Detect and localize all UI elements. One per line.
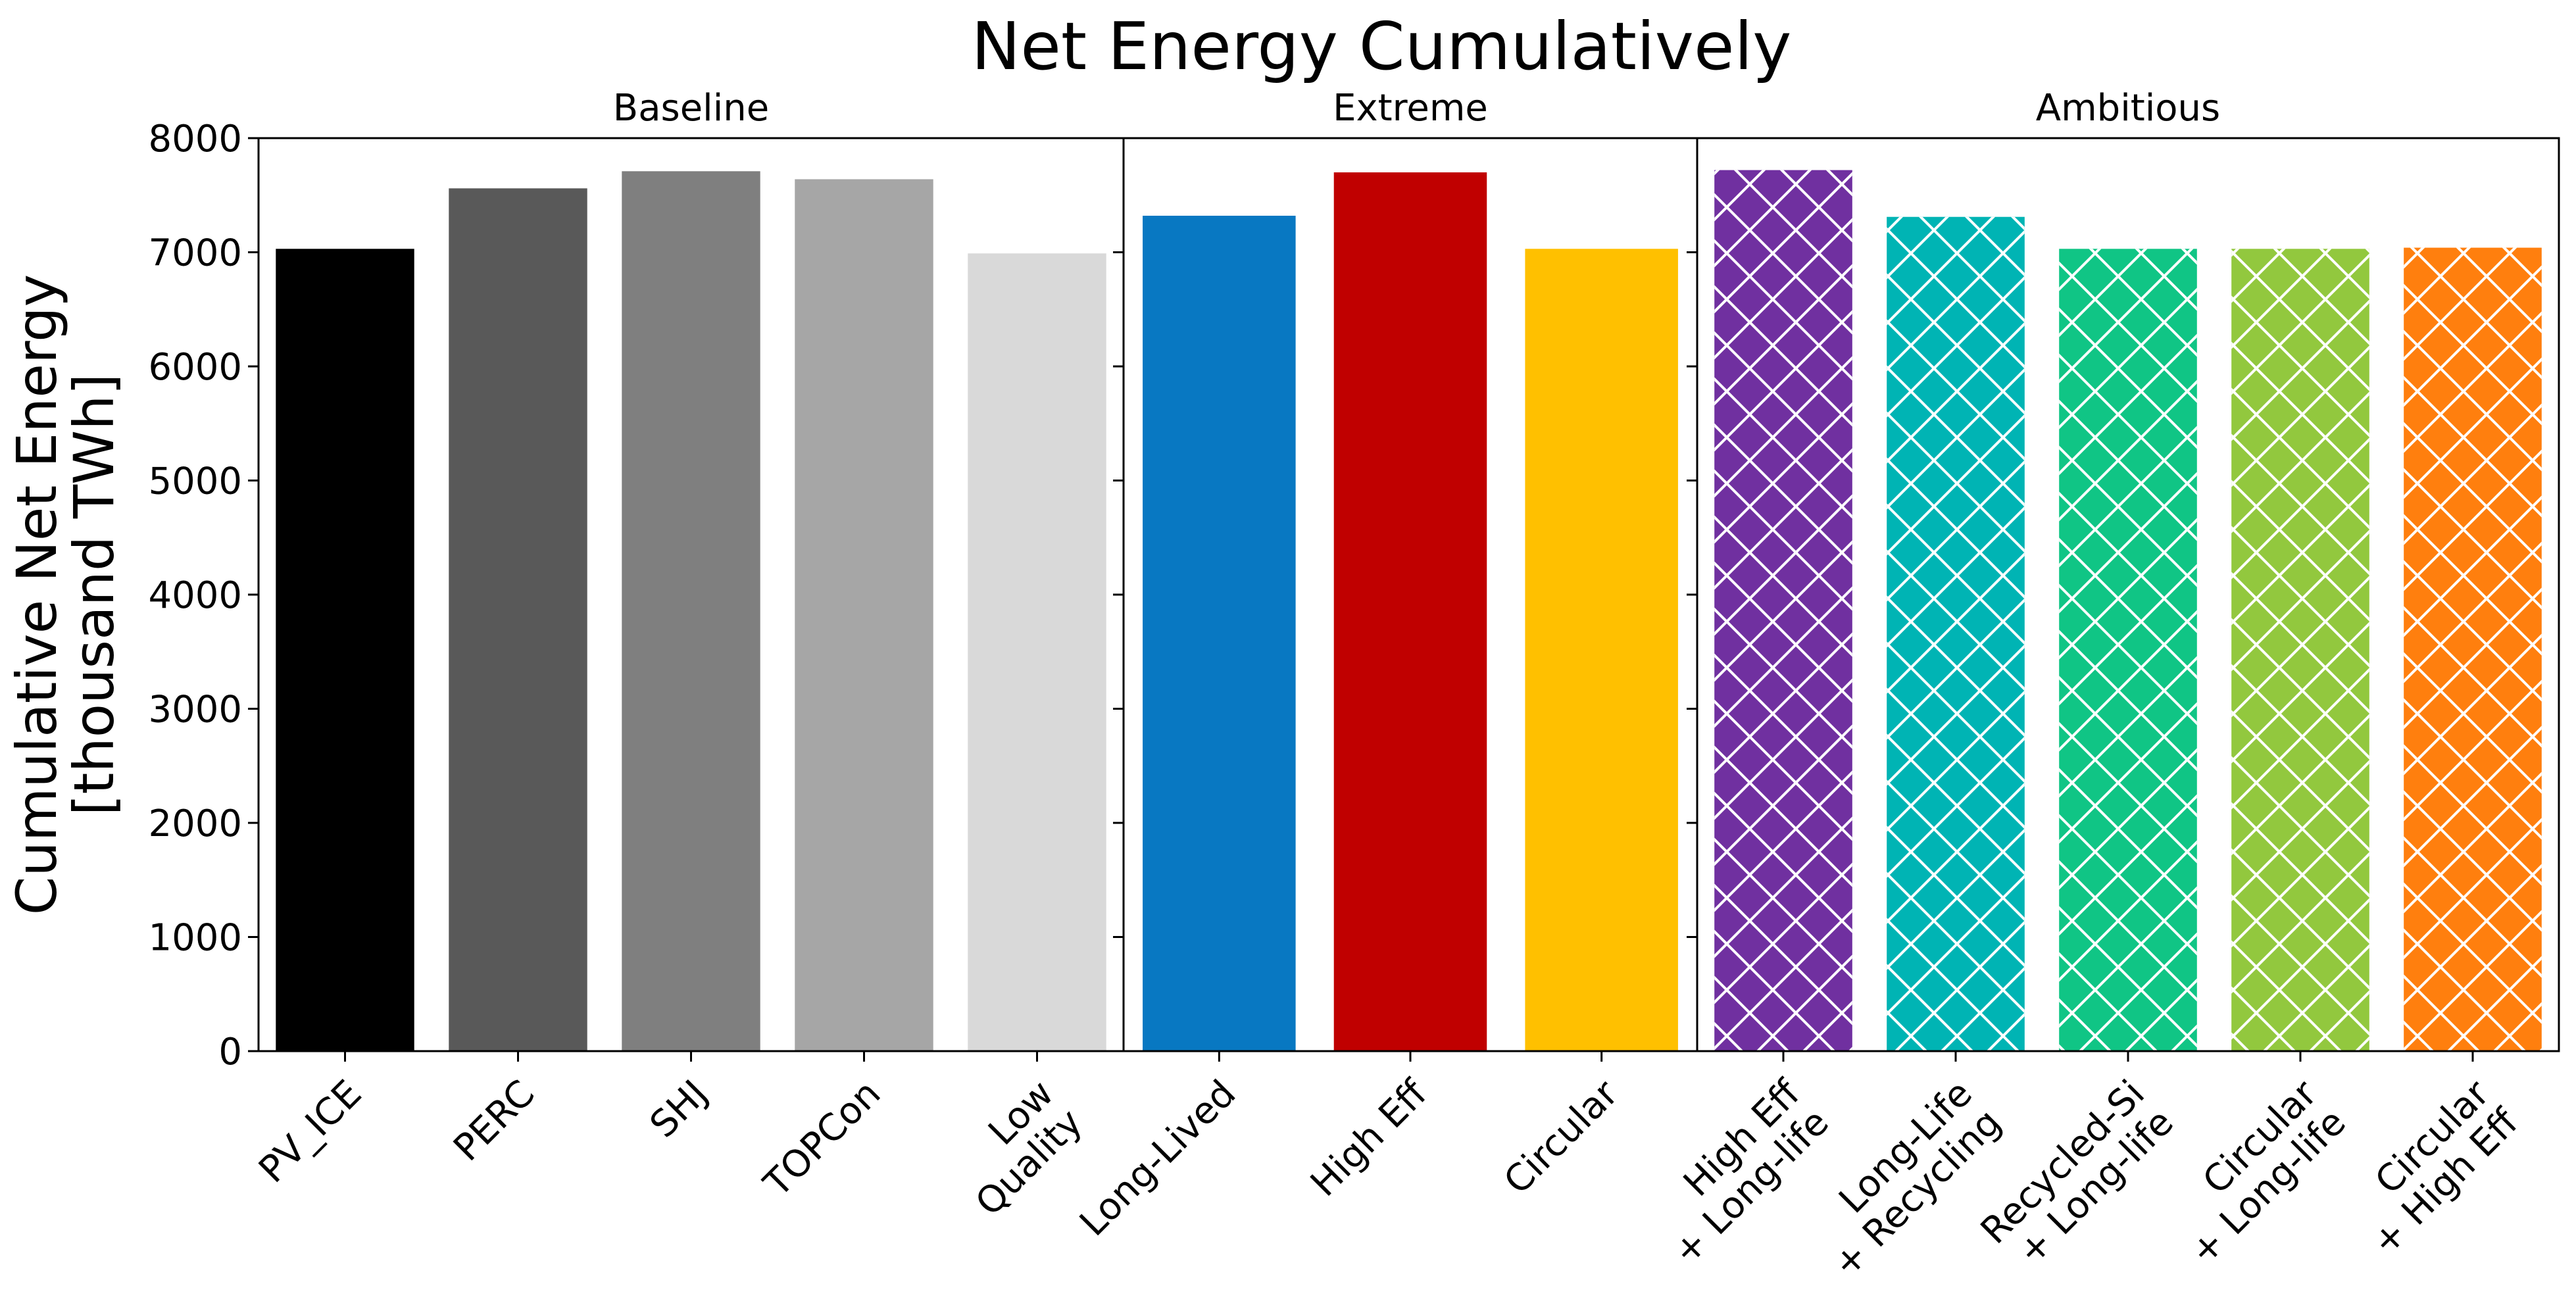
y-axis-label-line: Cumulative Net Energy (5, 274, 69, 915)
bar-hatch (2404, 247, 2542, 1051)
panel-title: Extreme (1333, 87, 1488, 130)
x-tick-label: SHJ (642, 1072, 716, 1147)
panel-title: Baseline (613, 87, 769, 130)
x-tick-label: Circular+ Long-life (2153, 1072, 2355, 1273)
x-tick-label: PV_ICE (251, 1072, 370, 1191)
x-tick-label: Long-Life+ Recycling (1796, 1072, 2010, 1286)
bar-hatch (1714, 170, 1852, 1052)
x-tick-label: PERC (445, 1072, 543, 1170)
bar-hatch (2059, 249, 2197, 1051)
x-tick-label: Circular+ High Eff (2335, 1072, 2527, 1264)
panel-title: Ambitious (2036, 87, 2220, 130)
y-tick-label: 3000 (148, 689, 242, 731)
x-tick-label: Circular (1496, 1072, 1627, 1202)
y-axis-label: Cumulative Net Energy[thousand TWh] (5, 274, 126, 915)
x-tick-label: Recycled-Si+ Long-life (1973, 1072, 2182, 1281)
bar (1525, 249, 1678, 1051)
bar (1333, 172, 1487, 1051)
bar (968, 253, 1106, 1051)
chart-title: Net Energy Cumulatively (972, 8, 1792, 85)
y-tick-label: 8000 (148, 118, 242, 160)
y-tick-label: 2000 (148, 802, 242, 845)
bar (276, 249, 414, 1051)
y-tick-label: 7000 (148, 232, 242, 275)
bar-hatch (2231, 249, 2369, 1051)
bar (795, 179, 933, 1052)
y-tick-label: 5000 (148, 460, 242, 503)
x-tick-label: High Eff (1302, 1072, 1436, 1205)
chart-panel-extreme: Extreme Long-Lived High Eff Circular (1072, 87, 1698, 1245)
y-axis: 0 1000 2000 3000 4000 5000 6000 7000 8000 (148, 118, 259, 1073)
y-axis-label-line: [thousand TWh] (62, 374, 126, 816)
bar (622, 171, 760, 1052)
x-tick-label: LowQuality (939, 1072, 1091, 1224)
x-tick-label: TOPCon (756, 1072, 889, 1206)
panel-frame (1696, 137, 2560, 1052)
y-tick-label: 6000 (148, 346, 242, 389)
x-tick-label: High Eff+ Long-life (1636, 1072, 1838, 1273)
y-tick-label: 0 (218, 1031, 242, 1073)
bar (449, 188, 587, 1052)
bar (1143, 215, 1296, 1052)
y-tick-label: 1000 (148, 917, 242, 960)
bar-hatch (1887, 216, 2025, 1052)
y-tick-label: 4000 (148, 574, 242, 617)
chart-panel-baseline: Baseline PV_ICE PERC SHJ TOPCon LowQuality (251, 87, 1125, 1224)
x-tick-label: Long-Lived (1072, 1072, 1244, 1245)
